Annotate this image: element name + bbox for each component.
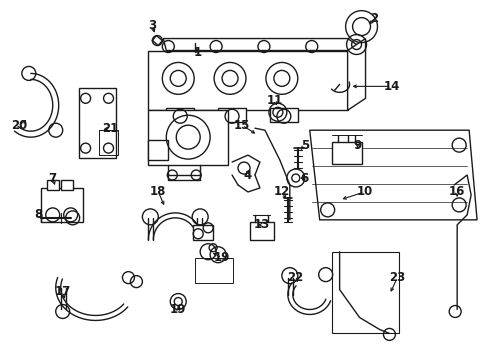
Text: 18: 18 [150, 185, 166, 198]
Bar [41, 188, 82, 222]
Text: 16: 16 [448, 185, 465, 198]
Bar [331, 252, 399, 333]
Bar [195, 258, 233, 283]
Text: 1: 1 [194, 46, 202, 59]
Bar [269, 108, 297, 122]
Bar [331, 142, 361, 164]
Polygon shape [163, 39, 365, 50]
Text: 21: 21 [102, 122, 119, 135]
Bar [47, 180, 59, 190]
Text: 11: 11 [266, 94, 283, 107]
Polygon shape [347, 39, 365, 110]
Text: 2: 2 [370, 12, 378, 25]
Text: 8: 8 [35, 208, 43, 221]
Polygon shape [309, 130, 476, 220]
Text: 19: 19 [213, 251, 230, 264]
Bar [148, 110, 227, 165]
Bar [218, 108, 245, 122]
Bar [61, 180, 73, 190]
Text: 5: 5 [300, 139, 308, 152]
Text: 7: 7 [49, 171, 57, 185]
Bar [148, 140, 168, 160]
Text: 17: 17 [55, 285, 71, 298]
Text: 12: 12 [273, 185, 289, 198]
Text: 10: 10 [356, 185, 372, 198]
Text: 23: 23 [388, 271, 405, 284]
Bar [166, 108, 194, 122]
Text: 6: 6 [300, 171, 308, 185]
Bar [79, 88, 116, 158]
Text: 13: 13 [253, 218, 269, 231]
Text: 19: 19 [170, 303, 186, 316]
Text: 4: 4 [244, 168, 252, 181]
Text: 3: 3 [148, 19, 156, 32]
Bar [249, 222, 273, 240]
Text: 15: 15 [233, 119, 250, 132]
Polygon shape [148, 50, 347, 110]
Text: 20: 20 [11, 119, 27, 132]
Bar [193, 225, 213, 240]
Text: 14: 14 [383, 80, 399, 93]
Text: 9: 9 [353, 139, 361, 152]
Text: 22: 22 [286, 271, 302, 284]
